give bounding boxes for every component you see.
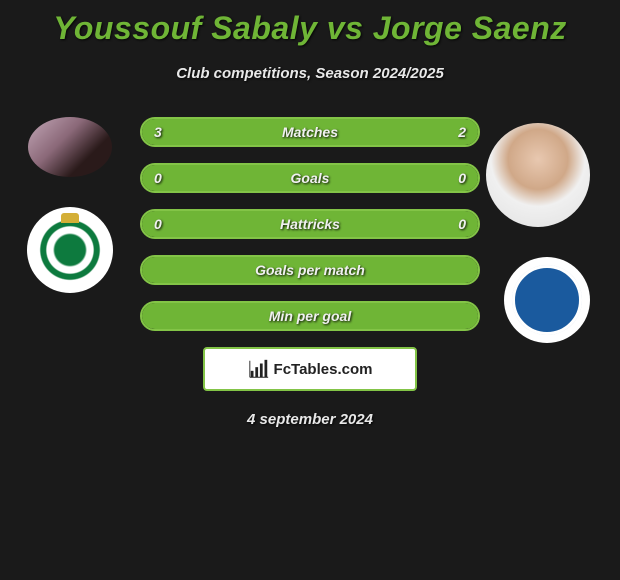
stat-label: Min per goal — [142, 303, 478, 329]
stats-list: 32Matches 00Goals 00Hattricks Goals per mat… — [140, 117, 480, 331]
stat-row: Goals per match — [140, 255, 480, 285]
stat-label: Matches — [142, 119, 478, 145]
player1-avatar — [28, 117, 112, 177]
brand-box: FcTables.com — [203, 347, 417, 391]
stat-row: 32Matches — [140, 117, 480, 147]
stat-row: Min per goal — [140, 301, 480, 331]
subtitle: Club competitions, Season 2024/2025 — [0, 65, 620, 82]
page-title: Youssouf Sabaly vs Jorge Saenz — [0, 0, 620, 47]
footer-date: 4 september 2024 — [0, 411, 620, 428]
stat-label: Goals per match — [142, 257, 478, 283]
stat-label: Hattricks — [142, 211, 478, 237]
comparison-panel: 32Matches 00Goals 00Hattricks Goals per mat… — [0, 117, 620, 428]
chart-icon — [248, 358, 270, 380]
player2-avatar — [486, 123, 590, 227]
brand-text: FcTables.com — [274, 361, 373, 378]
player1-club-logo — [27, 207, 113, 293]
stat-label: Goals — [142, 165, 478, 191]
stat-row: 00Goals — [140, 163, 480, 193]
player2-club-logo — [504, 257, 590, 343]
stat-row: 00Hattricks — [140, 209, 480, 239]
